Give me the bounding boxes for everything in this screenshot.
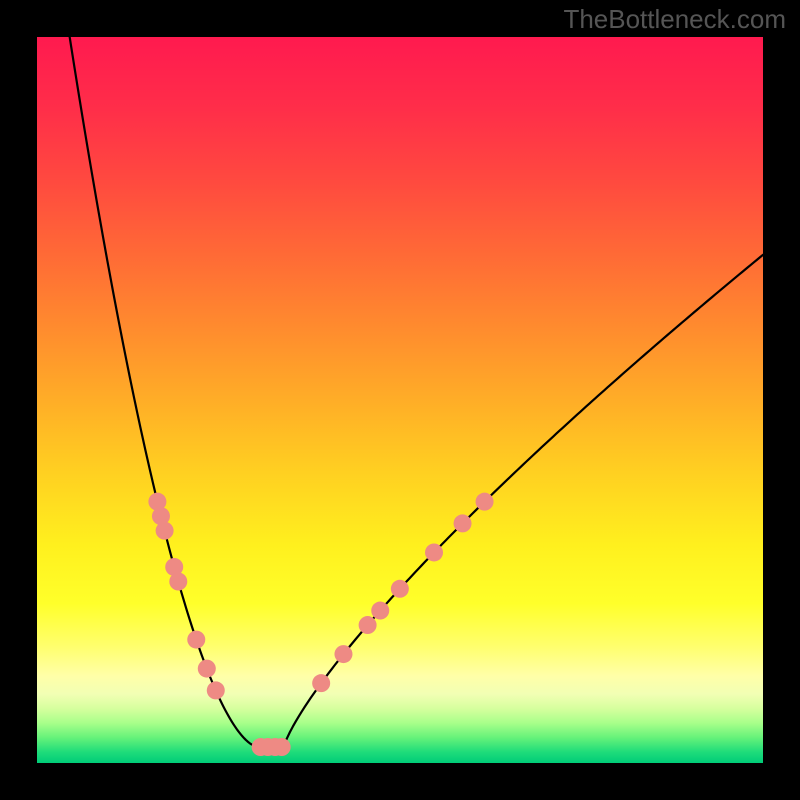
- curve-marker: [334, 645, 352, 663]
- curve-marker: [391, 580, 409, 598]
- curve-marker: [273, 738, 291, 756]
- watermark-text: TheBottleneck.com: [563, 4, 786, 35]
- curve-marker: [476, 493, 494, 511]
- curve-marker: [359, 616, 377, 634]
- curve-marker: [454, 514, 472, 532]
- plot-background-gradient: [37, 37, 763, 763]
- curve-marker: [169, 573, 187, 591]
- curve-marker: [207, 681, 225, 699]
- curve-marker: [198, 660, 216, 678]
- curve-marker: [156, 522, 174, 540]
- curve-marker: [187, 631, 205, 649]
- curve-marker: [425, 543, 443, 561]
- stage: TheBottleneck.com: [0, 0, 800, 800]
- curve-marker: [312, 674, 330, 692]
- curve-marker: [371, 602, 389, 620]
- chart-svg: [0, 0, 800, 800]
